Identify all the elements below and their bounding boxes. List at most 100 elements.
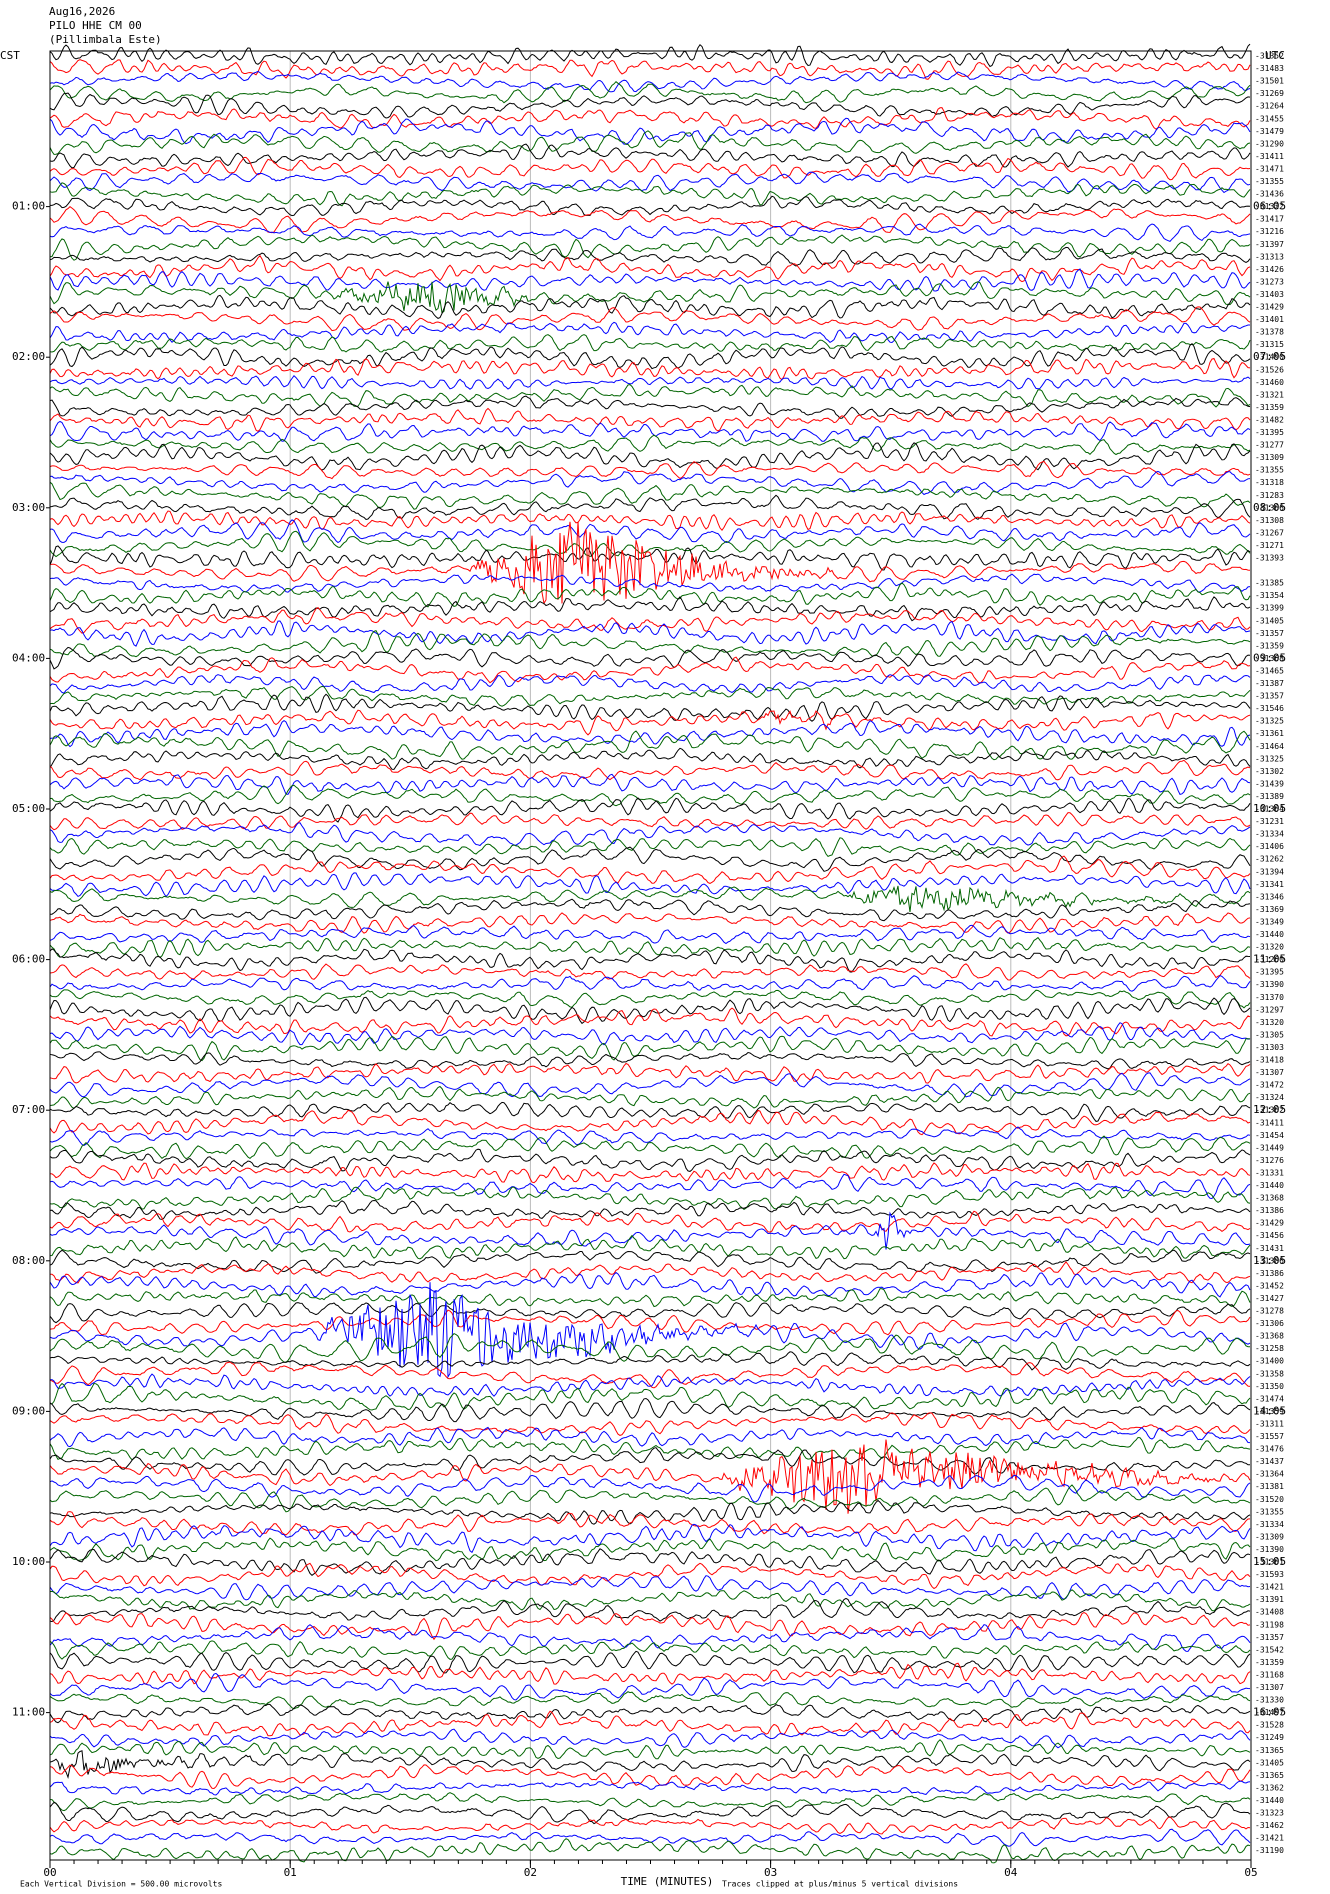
trace bbox=[49, 989, 1251, 1009]
trace-offset: -31370 bbox=[1255, 993, 1284, 1002]
trace-offset: -31350 bbox=[1255, 1382, 1284, 1391]
trace-offset: -31472 bbox=[1255, 1081, 1284, 1090]
trace bbox=[49, 494, 1251, 521]
trace-offset: -31305 bbox=[1255, 1030, 1284, 1039]
trace bbox=[49, 797, 1251, 823]
trace bbox=[49, 1672, 1251, 1701]
trace-offset: -31276 bbox=[1255, 1156, 1284, 1165]
trace bbox=[49, 1484, 1251, 1513]
footnote-left: Each Vertical Division = 500.00 microvol… bbox=[20, 1880, 222, 1889]
trace-offset: -31418 bbox=[1255, 1056, 1284, 1065]
trace-offset: -31411 bbox=[1255, 1118, 1284, 1127]
trace bbox=[49, 521, 1251, 605]
trace-offset: -31320 bbox=[1255, 943, 1284, 952]
trace-offset: -31358 bbox=[1255, 1369, 1284, 1378]
trace-offset: -31406 bbox=[1255, 842, 1284, 851]
trace bbox=[49, 936, 1251, 959]
trace bbox=[49, 1249, 1251, 1274]
trace-offset: -31271 bbox=[1255, 541, 1284, 550]
trace bbox=[49, 582, 1251, 608]
trace-offset: -31471 bbox=[1255, 164, 1284, 173]
trace-offset: -31593 bbox=[1255, 1570, 1284, 1579]
trace bbox=[49, 1234, 1251, 1260]
trace bbox=[49, 759, 1251, 781]
trace bbox=[49, 470, 1251, 496]
trace bbox=[49, 812, 1251, 831]
trace-offset: -31390 bbox=[1255, 980, 1284, 989]
trace-offset: -31557 bbox=[1255, 1432, 1284, 1441]
trace-offset: -31405 bbox=[1255, 616, 1284, 625]
trace-offset: -31462 bbox=[1255, 1821, 1284, 1830]
trace bbox=[49, 117, 1251, 145]
trace-offset: -31269 bbox=[1255, 89, 1284, 98]
trace-offset: -31359 bbox=[1255, 641, 1284, 650]
trace bbox=[49, 1135, 1251, 1160]
trace-offset: -31378 bbox=[1255, 328, 1284, 337]
cst-time: 11:00 bbox=[12, 1706, 45, 1719]
trace-offset: -31318 bbox=[1255, 478, 1284, 487]
trace bbox=[49, 1072, 1251, 1098]
utc-time: 16:05 bbox=[1253, 1706, 1286, 1719]
trace bbox=[49, 1728, 1251, 1749]
utc-time: 09:05 bbox=[1253, 651, 1286, 664]
trace-offset: -31277 bbox=[1255, 441, 1284, 450]
trace bbox=[49, 1537, 1251, 1562]
trace bbox=[49, 822, 1251, 847]
trace bbox=[49, 1148, 1251, 1172]
trace bbox=[49, 1624, 1251, 1652]
trace-offset: -31278 bbox=[1255, 1307, 1284, 1316]
trace-offset: -31357 bbox=[1255, 692, 1284, 701]
x-tick-label: 03 bbox=[764, 1866, 777, 1879]
trace-offset: -31497 bbox=[1255, 1708, 1284, 1717]
trace bbox=[49, 1650, 1251, 1674]
trace bbox=[49, 268, 1251, 292]
trace bbox=[49, 281, 1251, 314]
trace-offset: -31417 bbox=[1255, 215, 1284, 224]
trace bbox=[49, 975, 1251, 992]
station-code: PILO HHE CM 00 bbox=[49, 19, 142, 32]
trace bbox=[49, 1288, 1251, 1308]
trace bbox=[49, 1351, 1251, 1371]
trace bbox=[49, 685, 1251, 707]
trace-offset: -31364 bbox=[1255, 1470, 1284, 1479]
trace bbox=[49, 1511, 1251, 1536]
trace bbox=[49, 1162, 1251, 1184]
cst-time: 03:00 bbox=[12, 501, 45, 514]
trace bbox=[49, 1261, 1251, 1284]
trace-offset: -31386 bbox=[1255, 1206, 1284, 1215]
trace bbox=[49, 1612, 1251, 1641]
trace bbox=[49, 898, 1251, 922]
trace-offset: -31364 bbox=[1255, 805, 1284, 814]
trace bbox=[49, 1816, 1251, 1835]
trace-offset: -31449 bbox=[1255, 1143, 1284, 1152]
trace bbox=[49, 1109, 1251, 1136]
cst-time: 07:00 bbox=[12, 1103, 45, 1116]
trace-offset: -31262 bbox=[1255, 855, 1284, 864]
trace bbox=[49, 1062, 1251, 1084]
trace bbox=[49, 1007, 1251, 1037]
trace bbox=[49, 730, 1251, 761]
trace-offset: -31394 bbox=[1255, 867, 1284, 876]
trace-offset: -31216 bbox=[1255, 227, 1284, 236]
trace-offset: -31365 bbox=[1255, 1746, 1284, 1755]
x-tick-label: 05 bbox=[1244, 1866, 1257, 1879]
utc-time: 08:05 bbox=[1253, 501, 1286, 514]
right-axis-label: UTC bbox=[1265, 49, 1285, 62]
trace-offset: -31431 bbox=[1255, 1244, 1284, 1253]
trace bbox=[49, 674, 1251, 694]
trace-offset: -31260 bbox=[1255, 955, 1284, 964]
trace bbox=[49, 1523, 1251, 1554]
trace bbox=[49, 1589, 1251, 1612]
trace bbox=[49, 1780, 1251, 1796]
trace-offset: -31267 bbox=[1255, 528, 1284, 537]
trace-offset: -31297 bbox=[1255, 1005, 1284, 1014]
trace bbox=[49, 1271, 1251, 1298]
trace-offset: -31483 bbox=[1255, 64, 1284, 73]
trace bbox=[49, 656, 1251, 684]
trace-offset: -31526 bbox=[1255, 365, 1284, 374]
trace-offset: -31334 bbox=[1255, 830, 1284, 839]
axes: 00 01 02 03 04 05 01:00 02:00 03:00 04:00 05:00 06:… bbox=[12, 50, 1286, 1879]
trace-offset: -31368 bbox=[1255, 1332, 1284, 1341]
x-axis-label: TIME (MINUTES) bbox=[621, 1875, 714, 1888]
trace bbox=[49, 1801, 1251, 1825]
